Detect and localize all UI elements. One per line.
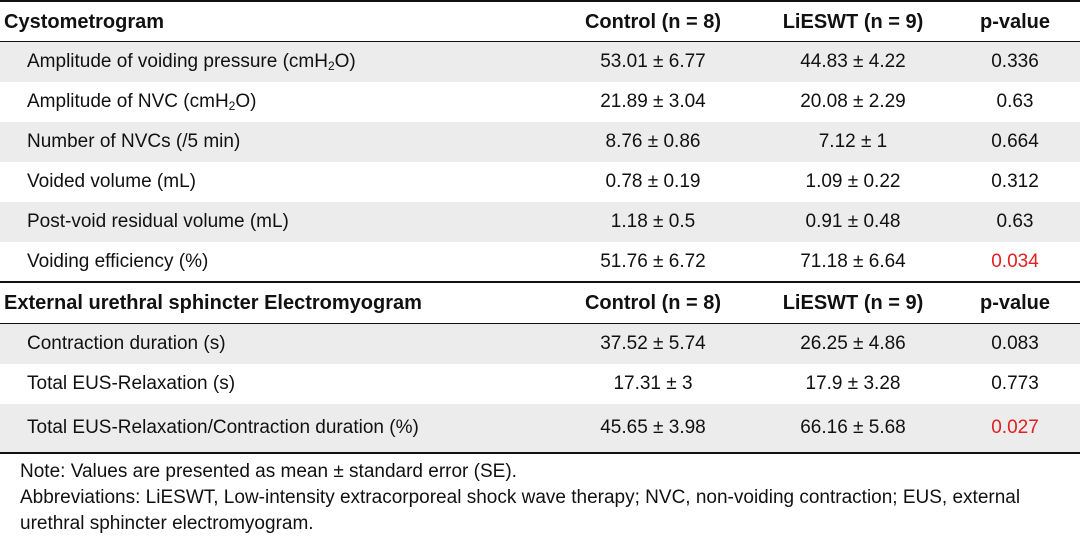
table-row: Voided volume (mL) 0.78 ± 0.19 1.09 ± 0.… xyxy=(0,162,1080,202)
section-title: Cystometrogram xyxy=(4,11,165,33)
p-value-significant: 0.034 xyxy=(991,251,1039,272)
section-title: External urethral sphincter Electromyogr… xyxy=(4,292,422,314)
p-value: 0.773 xyxy=(991,373,1039,394)
row-label: Post-void residual volume (mL) xyxy=(27,211,289,232)
control-value: 1.18 ± 0.5 xyxy=(610,211,696,232)
column-header-pvalue: p-value xyxy=(979,292,1051,314)
table-row: Total EUS-Relaxation/Contraction duratio… xyxy=(0,404,1080,452)
table-notes: Note: Values are presented as mean ± sta… xyxy=(20,459,1075,537)
section-header-emg: External urethral sphincter Electromyogr… xyxy=(0,283,1080,323)
control-value: 0.78 ± 0.19 xyxy=(605,171,701,192)
lieswt-value: 1.09 ± 0.22 xyxy=(805,171,901,192)
p-value: 0.664 xyxy=(991,131,1039,152)
control-value: 17.31 ± 3 xyxy=(613,373,693,394)
row-label: Amplitude of NVC (cmH2O) xyxy=(27,91,257,113)
lieswt-value: 0.91 ± 0.48 xyxy=(805,211,901,232)
row-label: Amplitude of voiding pressure (cmH2O) xyxy=(27,51,356,73)
p-value: 0.63 xyxy=(996,211,1034,232)
lieswt-value: 44.83 ± 4.22 xyxy=(800,51,906,72)
abbreviations-line: Abbreviations: LiESWT, Low-intensity ext… xyxy=(20,487,1021,534)
table-row: Number of NVCs (/5 min) 8.76 ± 0.86 7.12… xyxy=(0,122,1080,162)
table-row: Post-void residual volume (mL) 1.18 ± 0.… xyxy=(0,202,1080,242)
header-rule xyxy=(0,41,1080,42)
table-row: Voiding efficiency (%) 51.76 ± 6.72 71.1… xyxy=(0,242,1080,282)
row-label: Total EUS-Relaxation/Contraction duratio… xyxy=(27,417,419,438)
column-header-control: Control (n = 8) xyxy=(584,11,722,33)
table-row: Amplitude of NVC (cmH2O) 21.89 ± 3.04 20… xyxy=(0,82,1080,122)
lieswt-value: 26.25 ± 4.86 xyxy=(800,333,906,354)
table-top-rule xyxy=(0,0,1080,2)
control-value: 53.01 ± 6.77 xyxy=(600,51,706,72)
control-value: 45.65 ± 3.98 xyxy=(600,417,706,438)
lieswt-value: 7.12 ± 1 xyxy=(818,131,888,152)
p-value: 0.63 xyxy=(996,91,1034,112)
row-label: Number of NVCs (/5 min) xyxy=(27,131,241,152)
section-header-cystometrogram: Cystometrogram Control (n = 8) LiESWT (n… xyxy=(0,2,1080,42)
column-header-lieswt: LiESWT (n = 9) xyxy=(782,292,924,314)
table-row: Total EUS-Relaxation (s) 17.31 ± 3 17.9 … xyxy=(0,364,1080,404)
header-rule xyxy=(0,323,1080,324)
table-row: Amplitude of voiding pressure (cmH2O) 53… xyxy=(0,42,1080,82)
column-header-lieswt: LiESWT (n = 9) xyxy=(782,11,924,33)
section-divider-rule xyxy=(0,281,1080,283)
control-value: 37.52 ± 5.74 xyxy=(600,333,706,354)
lieswt-value: 20.08 ± 2.29 xyxy=(800,91,906,112)
lieswt-value: 17.9 ± 3.28 xyxy=(805,373,901,394)
control-value: 51.76 ± 6.72 xyxy=(600,251,706,272)
p-value: 0.083 xyxy=(991,333,1039,354)
note-line: Note: Values are presented as mean ± sta… xyxy=(20,461,517,482)
lieswt-value: 66.16 ± 5.68 xyxy=(800,417,906,438)
control-value: 21.89 ± 3.04 xyxy=(600,91,706,112)
column-header-pvalue: p-value xyxy=(979,11,1051,33)
p-value: 0.336 xyxy=(991,51,1039,72)
p-value: 0.312 xyxy=(991,171,1039,192)
table-row: Contraction duration (s) 37.52 ± 5.74 26… xyxy=(0,324,1080,364)
control-value: 8.76 ± 0.86 xyxy=(605,131,701,152)
lieswt-value: 71.18 ± 6.64 xyxy=(800,251,906,272)
p-value-significant: 0.027 xyxy=(991,417,1039,438)
row-label: Total EUS-Relaxation (s) xyxy=(27,373,236,394)
row-label: Voiding efficiency (%) xyxy=(27,251,209,272)
column-header-control: Control (n = 8) xyxy=(584,292,722,314)
row-label: Voided volume (mL) xyxy=(27,171,196,192)
table-bottom-rule xyxy=(0,452,1080,454)
row-label: Contraction duration (s) xyxy=(27,333,226,354)
